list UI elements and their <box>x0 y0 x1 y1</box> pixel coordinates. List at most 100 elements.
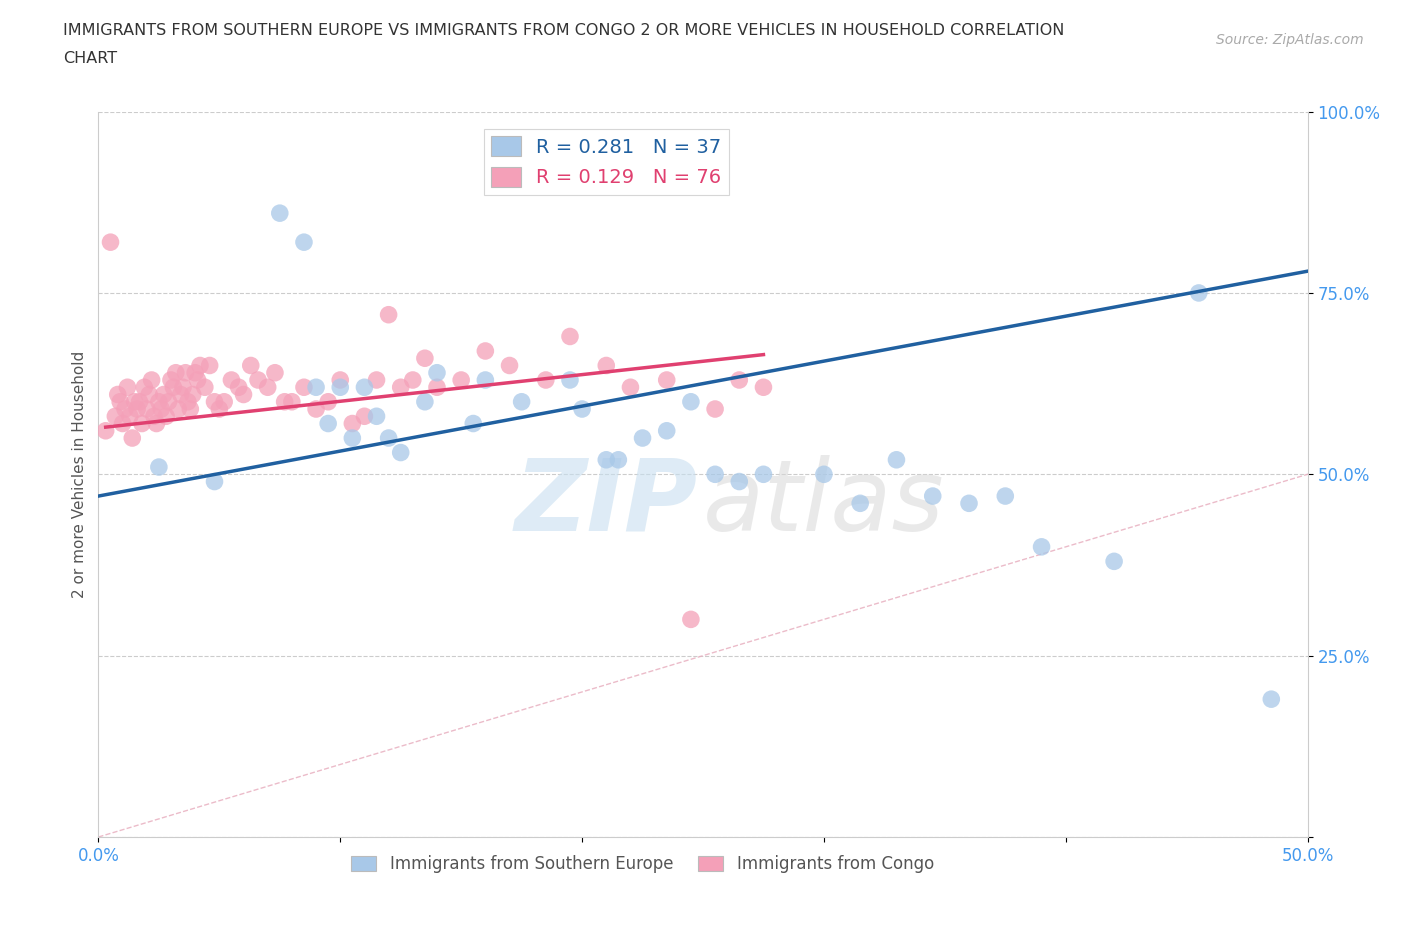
Point <box>292 234 315 249</box>
Point <box>704 402 727 417</box>
Point <box>131 416 153 431</box>
Point <box>111 416 134 431</box>
Point <box>135 402 157 417</box>
Point <box>510 394 533 409</box>
Point <box>155 409 177 424</box>
Point <box>704 467 727 482</box>
Point <box>752 379 775 394</box>
Point <box>558 329 581 344</box>
Point <box>150 402 173 417</box>
Point <box>160 373 183 388</box>
Point <box>141 373 163 388</box>
Point <box>329 373 352 388</box>
Point <box>886 452 908 467</box>
Point <box>264 365 287 380</box>
Point <box>426 379 449 394</box>
Point <box>329 379 352 394</box>
Point <box>127 402 149 417</box>
Point <box>204 474 226 489</box>
Point <box>366 373 388 388</box>
Point <box>256 379 278 394</box>
Point <box>169 387 191 402</box>
Point <box>316 394 339 409</box>
Point <box>247 373 270 388</box>
Point <box>1102 554 1125 569</box>
Point <box>134 379 156 394</box>
Point <box>316 416 339 431</box>
Point <box>1260 692 1282 707</box>
Point <box>138 387 160 402</box>
Point <box>426 365 449 380</box>
Point <box>165 365 187 380</box>
Point <box>269 206 291 220</box>
Point <box>534 373 557 388</box>
Point <box>187 373 209 388</box>
Point <box>239 358 262 373</box>
Text: IMMIGRANTS FROM SOUTHERN EUROPE VS IMMIGRANTS FROM CONGO 2 OR MORE VEHICLES IN H: IMMIGRANTS FROM SOUTHERN EUROPE VS IMMIG… <box>63 23 1064 38</box>
Point <box>353 409 375 424</box>
Point <box>184 365 207 380</box>
Text: atlas: atlas <box>703 455 945 551</box>
Point <box>377 307 399 322</box>
Point <box>413 394 436 409</box>
Point <box>607 452 630 467</box>
Point <box>157 394 180 409</box>
Point <box>104 409 127 424</box>
Text: CHART: CHART <box>63 51 117 66</box>
Point <box>1031 539 1053 554</box>
Point <box>118 409 141 424</box>
Point <box>402 373 425 388</box>
Point <box>208 402 231 417</box>
Point <box>174 365 197 380</box>
Point <box>94 423 117 438</box>
Point <box>148 459 170 474</box>
Point <box>292 379 315 394</box>
Point <box>273 394 295 409</box>
Point <box>181 387 204 402</box>
Point <box>849 496 872 511</box>
Point <box>281 394 304 409</box>
Point <box>474 343 496 358</box>
Point <box>450 373 472 388</box>
Point <box>148 394 170 409</box>
Point <box>232 387 254 402</box>
Point <box>679 612 702 627</box>
Point <box>305 402 328 417</box>
Point <box>728 474 751 489</box>
Point <box>228 379 250 394</box>
Point <box>204 394 226 409</box>
Point <box>121 431 143 445</box>
Point <box>194 379 217 394</box>
Point <box>188 358 211 373</box>
Point <box>752 467 775 482</box>
Point <box>107 387 129 402</box>
Point <box>117 379 139 394</box>
Point <box>377 431 399 445</box>
Point <box>366 409 388 424</box>
Point <box>172 379 194 394</box>
Point <box>167 402 190 417</box>
Point <box>177 394 200 409</box>
Point <box>389 379 412 394</box>
Point <box>124 394 146 409</box>
Point <box>100 234 122 249</box>
Point <box>305 379 328 394</box>
Point <box>595 452 617 467</box>
Point <box>342 416 364 431</box>
Point <box>463 416 485 431</box>
Point <box>813 467 835 482</box>
Point <box>957 496 980 511</box>
Point <box>558 373 581 388</box>
Point <box>198 358 221 373</box>
Y-axis label: 2 or more Vehicles in Household: 2 or more Vehicles in Household <box>72 351 87 598</box>
Point <box>498 358 520 373</box>
Point <box>631 431 654 445</box>
Text: ZIP: ZIP <box>515 455 697 551</box>
Point <box>114 402 136 417</box>
Point <box>571 402 593 417</box>
Point <box>143 409 166 424</box>
Point <box>595 358 617 373</box>
Point <box>994 488 1017 503</box>
Point <box>655 373 678 388</box>
Point <box>145 416 167 431</box>
